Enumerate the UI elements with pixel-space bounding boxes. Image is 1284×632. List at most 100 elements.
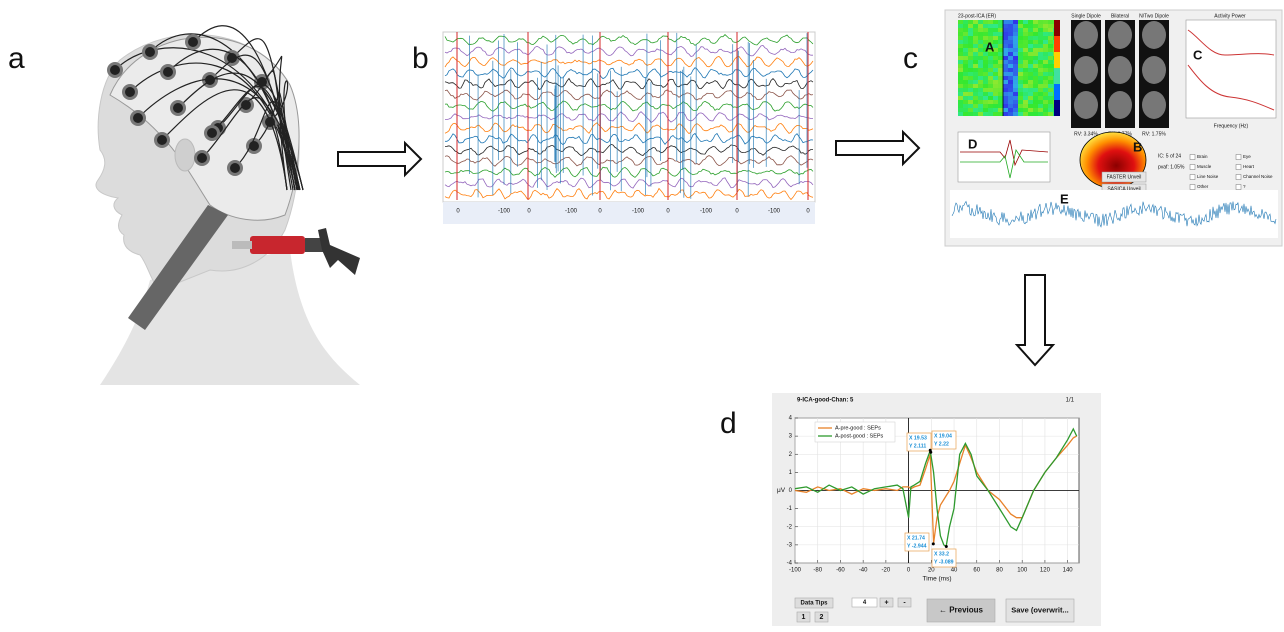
- heatmap-cell: [1048, 80, 1053, 84]
- heatmap-cell: [1008, 96, 1013, 100]
- heatmap-cell: [983, 52, 988, 56]
- heatmap-cell: [993, 64, 998, 68]
- heatmap-cell: [968, 100, 973, 104]
- checkbox-label: Eye: [1243, 154, 1251, 159]
- heatmap-cell: [1013, 72, 1018, 76]
- heatmap-cell: [1003, 76, 1008, 80]
- heatmap-cell: [998, 112, 1003, 116]
- wire: [211, 86, 298, 191]
- heatmap-cell: [993, 88, 998, 92]
- count-input[interactable]: [851, 597, 878, 608]
- data-tip-text: Y 2.111: [909, 443, 926, 449]
- heatmap-cell: [968, 108, 973, 112]
- heatmap-cell: [1008, 36, 1013, 40]
- page-button[interactable]: [796, 611, 811, 623]
- eeg-tick-label: -100: [632, 209, 645, 215]
- heatmap-cell: [1048, 52, 1053, 56]
- heatmap-cell: [983, 72, 988, 76]
- heatmap-cell: [993, 36, 998, 40]
- heatmap-cell: [998, 80, 1003, 84]
- heatmap-cell: [988, 60, 993, 64]
- heatmap-cell: [1043, 28, 1048, 32]
- heatmap-cell: [1038, 84, 1043, 88]
- heatmap-cell: [1018, 108, 1023, 112]
- heatmap-cell: [1003, 40, 1008, 44]
- syringe-barrel: [250, 236, 305, 254]
- heatmap-cell: [973, 76, 978, 80]
- heatmap-cell: [983, 76, 988, 80]
- heatmap-cell: [1008, 48, 1013, 52]
- eeg-tick-label: 0: [598, 209, 602, 215]
- heatmap-cell: [988, 40, 993, 44]
- heatmap-cell: [978, 76, 983, 80]
- page-button[interactable]: [814, 611, 829, 623]
- heatmap-cell: [993, 24, 998, 28]
- heatmap-cell: [1013, 28, 1018, 32]
- eeg-trace: [444, 34, 814, 46]
- heatmap-cell: [983, 24, 988, 28]
- eeg-tick-label: 0: [456, 209, 460, 215]
- heatmap-cell: [993, 104, 998, 108]
- heatmap-cell: [1028, 64, 1033, 68]
- heatmap-cell: [1013, 76, 1018, 80]
- heatmap-cell: [1033, 20, 1038, 24]
- checkbox-label: Heart: [1243, 164, 1255, 169]
- heatmap-cell: [973, 108, 978, 112]
- wire: [167, 48, 294, 191]
- panel-letter: b: [412, 42, 429, 75]
- heatmap-cell: [1008, 88, 1013, 92]
- heatmap-cell: [983, 48, 988, 52]
- data-tips-button[interactable]: [794, 597, 834, 609]
- heatmap-cell: [958, 64, 963, 68]
- heatmap-cell: [1033, 64, 1038, 68]
- colorbar: [1054, 100, 1060, 116]
- heatmap-cell: [1043, 88, 1048, 92]
- minus-button[interactable]: [897, 597, 912, 608]
- heatmap-cell: [1048, 64, 1053, 68]
- heatmap-cell: [1048, 48, 1053, 52]
- previous-button[interactable]: [926, 598, 996, 623]
- heatmap-cell: [958, 52, 963, 56]
- heatmap-cell: [973, 104, 978, 108]
- y-tick-label: -2: [787, 524, 793, 530]
- checkbox: [1235, 184, 1242, 190]
- erp-trace: [960, 139, 1049, 167]
- heatmap-cell: [968, 64, 973, 68]
- heatmap-cell: [993, 68, 998, 72]
- heatmap-cell: [993, 20, 998, 24]
- checkbox-label: Other: [1197, 184, 1209, 189]
- heatmap-cell: [1038, 68, 1043, 72]
- panel-letter: c: [903, 42, 918, 75]
- eeg-trace: [444, 100, 814, 112]
- wire: [209, 54, 296, 191]
- heatmap-cell: [988, 20, 993, 24]
- heatmap-cell: [958, 72, 963, 76]
- x-tick-label: 80: [996, 568, 1003, 574]
- region-letter: D: [968, 136, 977, 151]
- heatmap-cell: [1013, 40, 1018, 44]
- syringe-handle: [318, 228, 360, 275]
- plus-button[interactable]: [879, 597, 894, 608]
- heatmap-cell: [998, 104, 1003, 108]
- eeg-tick-label: -100: [700, 209, 713, 215]
- heatmap-cell: [1033, 40, 1038, 44]
- heatmap-cell: [998, 64, 1003, 68]
- checkbox-label: ?: [1243, 184, 1246, 189]
- heatmap-cell: [1038, 92, 1043, 96]
- data-tip-point: [928, 448, 932, 452]
- heatmap-cell: [978, 32, 983, 36]
- heatmap-cell: [1008, 72, 1013, 76]
- component-strip: [950, 190, 1278, 238]
- eeg-trace: [444, 155, 814, 167]
- save-button[interactable]: [1005, 598, 1075, 623]
- heatmap-cell: [983, 44, 988, 48]
- heatmap-cell: [983, 56, 988, 60]
- component-trace: [951, 200, 1277, 228]
- checkbox-label: Muscle: [1197, 164, 1212, 169]
- heatmap-cell: [963, 32, 968, 36]
- checkbox: [1189, 154, 1196, 160]
- heatmap-cell: [998, 60, 1003, 64]
- page-button-label: 2: [820, 614, 824, 621]
- heatmap-cell: [1033, 68, 1038, 72]
- heatmap-cell: [1008, 28, 1013, 32]
